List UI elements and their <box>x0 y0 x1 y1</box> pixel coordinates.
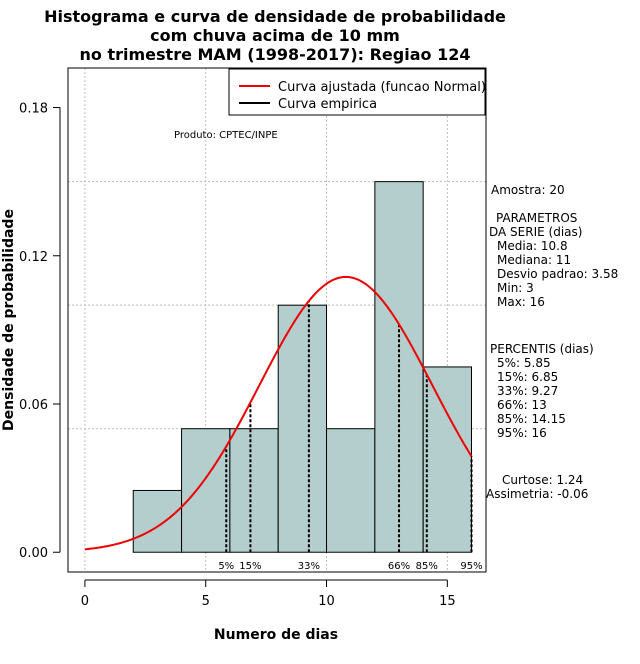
stat-desvio: Desvio padrao: 3.58 <box>497 267 618 281</box>
y-tick-label-1: 0.06 <box>19 398 48 413</box>
percentile-label-0: 5% <box>218 561 234 572</box>
percentile-label-4: 85% <box>416 561 438 572</box>
stat-perc-title: PERCENTIS (dias) <box>490 342 594 356</box>
y-tick-label-0: 0.00 <box>19 546 48 561</box>
chart-title-line-2: com chuva acima de 10 mm <box>150 26 400 45</box>
stat-p5: 5%: 5.85 <box>497 356 551 370</box>
y-axis-label: Densidade de probabilidade <box>1 209 17 431</box>
stat-p15: 15%: 6.85 <box>497 370 558 384</box>
y-tick-label-2: 0.12 <box>19 250 48 265</box>
stat-media: Media: 10.8 <box>497 239 568 253</box>
percentile-label-2: 33% <box>298 561 320 572</box>
stat-p95: 95%: 16 <box>497 426 547 440</box>
stat-p33: 33%: 9.27 <box>497 384 558 398</box>
histogram-bar-3 <box>277 304 328 553</box>
stat-amostra: Amostra: 20 <box>491 183 565 197</box>
x-tick-label-3: 15 <box>439 594 456 609</box>
chart-title-line-1: Histograma e curva de densidade de proba… <box>44 7 506 26</box>
histogram-bar-0 <box>132 489 183 553</box>
histogram-bar-4 <box>326 428 376 553</box>
stat-p85: 85%: 14.15 <box>497 412 566 426</box>
chart-title-line-3: no trimestre MAM (1998-2017): Regiao 124 <box>80 45 471 64</box>
product-annotation: Produto: CPTEC/INPE <box>174 130 278 141</box>
stat-param-title-2: DA SERIE (dias) <box>489 225 582 239</box>
histogram-bar-2 <box>229 428 279 553</box>
x-axis-label: Numero de dias <box>214 627 338 643</box>
histogram-bar-6 <box>422 366 473 553</box>
normal-curve <box>84 275 473 551</box>
x-axis: 0 5 10 15 <box>81 579 456 609</box>
stat-curtose: Curtose: 1.24 <box>502 473 583 487</box>
percentile-label-5: 95% <box>460 561 482 572</box>
y-axis: 0.00 0.06 0.12 0.18 <box>19 102 61 561</box>
legend: Curva ajustada (funcao Normal) Curva emp… <box>228 68 486 116</box>
stats-panel: Amostra: 20 PARAMETROS DA SERIE (dias) M… <box>486 183 618 501</box>
plot-frame <box>67 67 487 573</box>
legend-empirical-label: Curva empirica <box>278 97 377 112</box>
stat-param-title-1: PARAMETROS <box>496 211 577 225</box>
percentile-label-3: 66% <box>388 561 410 572</box>
histogram-bar-1 <box>181 428 231 553</box>
stat-min: Min: 3 <box>497 281 534 295</box>
percentile-lines <box>225 300 473 553</box>
percentile-label-1: 15% <box>239 561 261 572</box>
x-tick-label-1: 5 <box>202 594 210 609</box>
stat-max: Max: 16 <box>497 295 545 309</box>
stat-mediana: Mediana: 11 <box>497 253 571 267</box>
x-tick-label-2: 10 <box>318 594 335 609</box>
x-tick-label-0: 0 <box>81 594 89 609</box>
normal-curve-layer <box>84 275 473 551</box>
y-tick-label-3: 0.18 <box>19 102 48 117</box>
percentile-labels: 5% 15% 33% 66% 85% 95% <box>218 561 482 572</box>
histogram-bars <box>132 181 473 553</box>
stat-p66: 66%: 13 <box>497 398 547 412</box>
legend-normal-label: Curva ajustada (funcao Normal) <box>278 80 486 95</box>
legend-box <box>228 68 486 116</box>
stat-assimetria: Assimetria: -0.06 <box>486 487 588 501</box>
